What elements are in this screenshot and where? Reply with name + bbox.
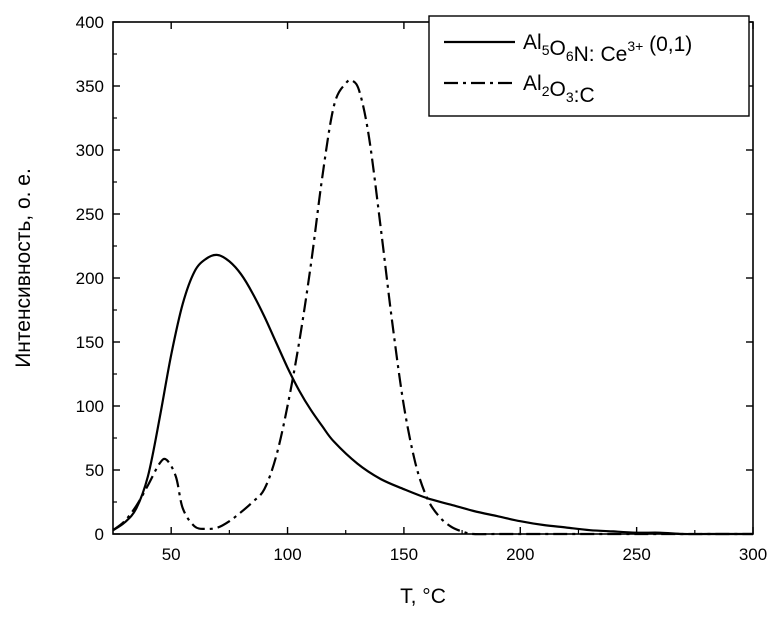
- series-line-al2o3-c: [112, 78, 753, 536]
- y-tick-label: 100: [76, 397, 104, 416]
- y-tick-label: 50: [85, 461, 104, 480]
- x-tick-label: 150: [390, 545, 418, 564]
- legend-label-al2o3-c: Al2O3:C: [523, 72, 595, 107]
- x-tick-label: 200: [506, 545, 534, 564]
- y-tick-label: 400: [76, 13, 104, 32]
- y-tick-label: 150: [76, 333, 104, 352]
- y-tick-label: 0: [95, 525, 104, 544]
- x-tick-label: 250: [622, 545, 650, 564]
- x-tick-label: 50: [162, 545, 181, 564]
- x-tick-label: 300: [739, 545, 767, 564]
- y-tick-label: 350: [76, 77, 104, 96]
- y-tick-label: 300: [76, 141, 104, 160]
- y-tick-label: 250: [76, 205, 104, 224]
- x-axis-title: T, °C: [400, 585, 446, 608]
- x-tick-label: 100: [273, 545, 301, 564]
- y-tick-label: 200: [76, 269, 104, 288]
- legend: Al5O6N: Ce3+ (0,1) Al2O3:C: [428, 15, 750, 117]
- y-axis-title: Интенсивность, о. е.: [12, 168, 35, 368]
- series-line-al5o6n-ce: [112, 253, 753, 536]
- legend-box: [428, 15, 750, 117]
- legend-label-al5o6n-ce: Al5O6N: Ce3+ (0,1): [523, 31, 692, 66]
